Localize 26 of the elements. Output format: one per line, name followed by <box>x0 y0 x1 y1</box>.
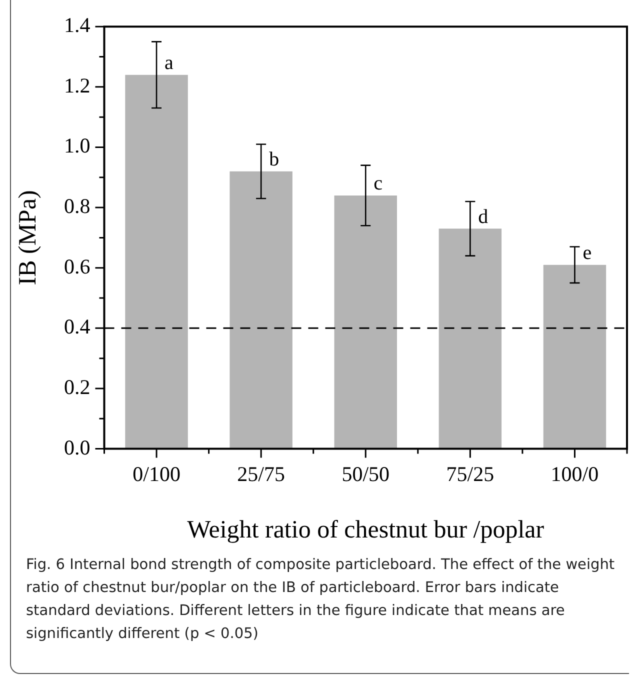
bar <box>543 264 606 449</box>
x-tick-label: 0/100 <box>132 462 180 486</box>
caption: Fig. 6 Internal bond strength of composite particleboard. The effect of the weight ratio of chestnut bur/poplar on the IB of particleboard. Error bars indicate standard deviations. Different letters in the figure indicate that means are significantly different (p < 0.05) <box>26 556 616 644</box>
y-tick-label: 1.2 <box>64 73 90 98</box>
y-tick-label: 0.2 <box>64 375 90 399</box>
x-tick-label: 75/25 <box>446 462 494 486</box>
x-tick-label: 25/75 <box>237 462 285 486</box>
y-tick-label: 0.0 <box>64 435 90 460</box>
y-tick-label: 0.8 <box>64 194 90 218</box>
x-tick-label: 50/50 <box>342 462 390 486</box>
bar <box>438 228 502 449</box>
x-axis-title: Weight ratio of chestnut bur /poplar <box>187 516 545 544</box>
bar <box>125 74 188 449</box>
bar <box>334 195 397 449</box>
x-tick-label: 100/0 <box>550 462 599 486</box>
annotation: d <box>478 206 488 228</box>
y-tick-label: 1.4 <box>64 13 91 38</box>
y-tick-label: 0.4 <box>64 314 91 339</box>
y-axis-title: IB (MPa) <box>14 190 42 286</box>
annotation: a <box>164 52 174 74</box>
annotation: c <box>374 172 383 195</box>
y-tick-label: 0.6 <box>64 254 90 278</box>
annotation: e <box>582 242 592 264</box>
y-tick-label: 1.0 <box>64 134 90 158</box>
bar <box>230 171 292 449</box>
annotation: b <box>269 148 280 171</box>
